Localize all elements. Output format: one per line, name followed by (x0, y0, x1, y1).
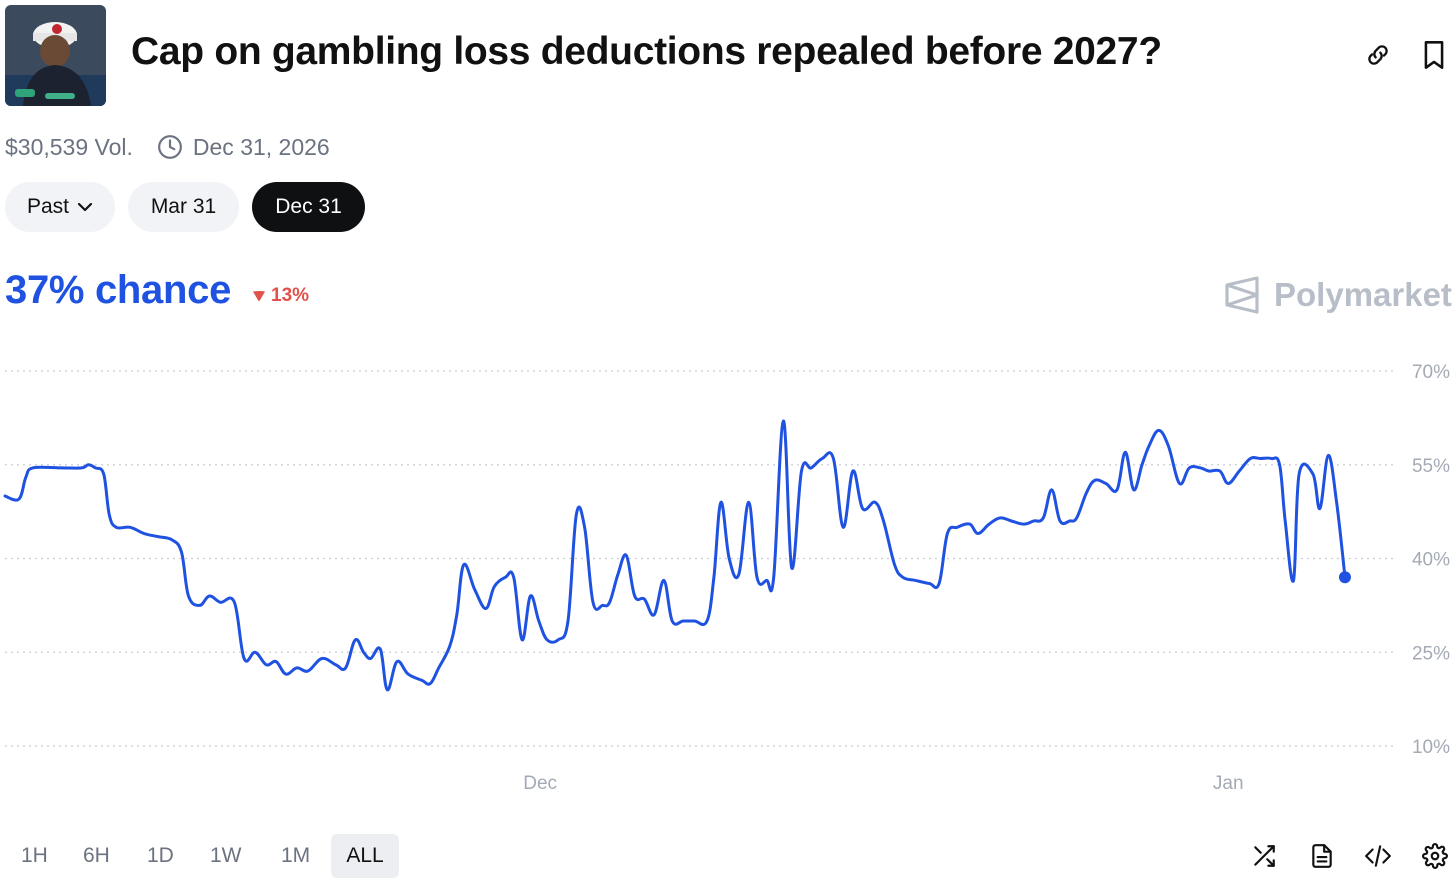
end-date-text: Dec 31, 2026 (192, 133, 330, 160)
volume-text: $30,539 Vol. (5, 133, 133, 160)
market-thumbnail (5, 5, 106, 106)
delta-text: 13% (271, 285, 310, 306)
y-tick-label: 25% (1412, 643, 1450, 664)
chevron-down-icon (77, 202, 93, 212)
copy-link-button[interactable] (1362, 38, 1394, 72)
y-tick-label: 10% (1412, 737, 1450, 758)
bookmark-button[interactable] (1418, 38, 1450, 72)
poker-player-photo-icon (5, 5, 106, 106)
price-chart: 70% 55% 40% 25% 10% Dec Jan (3, 362, 1450, 794)
bookmark-icon (1424, 41, 1444, 69)
y-tick-label: 55% (1412, 456, 1450, 477)
embed-code-button[interactable] (1362, 840, 1394, 872)
document-icon (1312, 844, 1332, 868)
range-1d-button[interactable]: 1D (133, 834, 188, 878)
market-meta: $30,539 Vol. Dec 31, 2026 (5, 131, 330, 163)
code-icon (1365, 845, 1391, 867)
brand-name: Polymarket (1274, 276, 1452, 313)
range-1w-button[interactable]: 1W (196, 834, 256, 878)
settings-button[interactable] (1419, 840, 1451, 872)
date-pill-past[interactable]: Past (5, 182, 115, 232)
range-label: ALL (346, 844, 384, 867)
series-line (3, 419, 1347, 692)
polymarket-watermark: Polymarket (1224, 276, 1452, 314)
date-pill-label: Dec 31 (275, 195, 342, 218)
range-label: 6H (83, 844, 110, 867)
date-pill-dec-31[interactable]: Dec 31 (252, 182, 365, 232)
date-pill-label: Mar 31 (150, 195, 217, 218)
clock-icon (157, 135, 182, 159)
series-end-dot (1338, 571, 1351, 584)
triangle-down-icon (253, 291, 265, 301)
y-axis-labels: 70% 55% 40% 25% 10% (1412, 362, 1450, 758)
date-pill-label: Past (26, 195, 70, 218)
range-1h-button[interactable]: 1H (7, 834, 62, 878)
range-1m-button[interactable]: 1M (267, 834, 324, 878)
settings-icon (1422, 843, 1448, 869)
shuffle-button[interactable] (1248, 840, 1280, 872)
range-all-button[interactable]: ALL (331, 834, 399, 878)
range-label: 1D (147, 844, 174, 867)
document-button[interactable] (1306, 840, 1338, 872)
link-icon (1368, 45, 1388, 65)
range-label: 1H (21, 844, 48, 867)
range-label: 1W (210, 844, 242, 867)
chance-delta: 13% (252, 285, 309, 307)
range-6h-button[interactable]: 6H (69, 834, 124, 878)
x-tick-label: Jan (1213, 773, 1244, 794)
y-tick-label: 40% (1412, 550, 1450, 571)
date-pill-mar-31[interactable]: Mar 31 (128, 182, 239, 232)
chance-value: 37% chance (5, 268, 232, 312)
range-label: 1M (281, 844, 311, 867)
y-tick-label: 70% (1412, 362, 1450, 383)
shuffle-icon (1254, 845, 1275, 867)
x-tick-label: Dec (523, 773, 557, 794)
grid-lines (5, 370, 1396, 747)
polymarket-logo-icon (1225, 276, 1259, 314)
x-axis-labels: Dec Jan (523, 773, 1243, 794)
page-title: Cap on gambling loss deductions repealed… (131, 30, 1162, 73)
